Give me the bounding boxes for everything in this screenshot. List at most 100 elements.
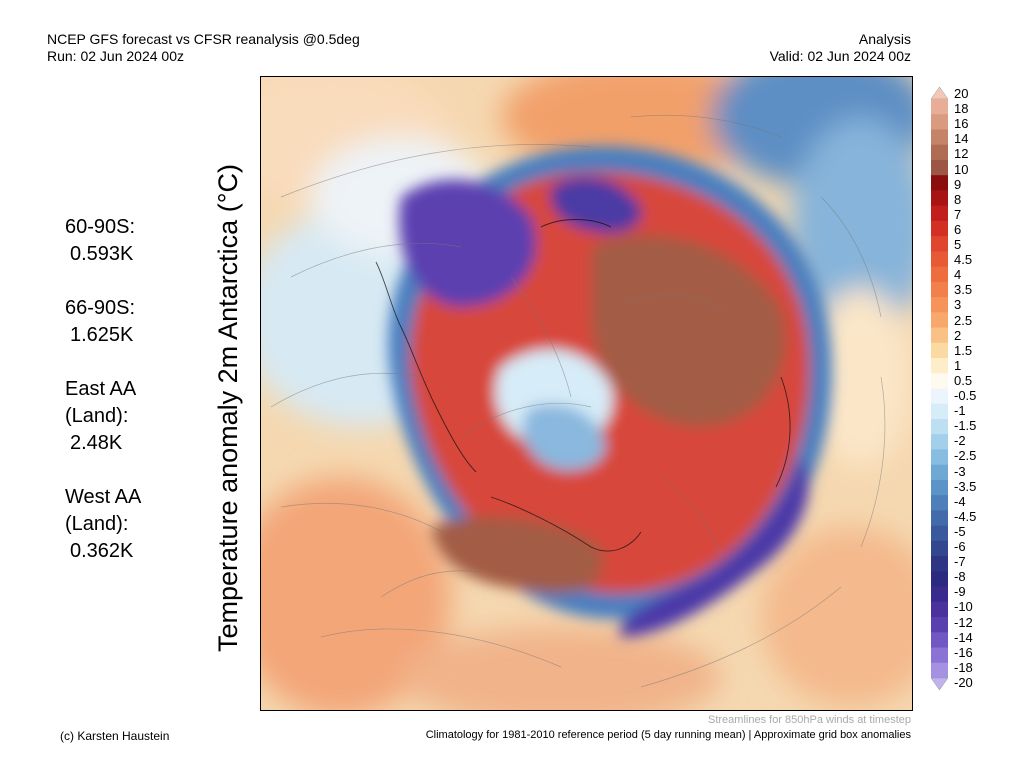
- colorbar-swatch: [931, 632, 948, 649]
- anomaly-map-image: [261, 77, 912, 710]
- colorbar-label: 14: [954, 131, 969, 147]
- stat-value: 2.48K: [70, 432, 123, 454]
- colorbar-swatch: [931, 647, 948, 664]
- colorbar-swatch: [931, 373, 948, 389]
- colorbar-label: -12: [954, 614, 973, 630]
- stat-value: 1.625K: [70, 324, 134, 346]
- stat-east-aa: East AA (Land): 2.48K: [65, 376, 165, 457]
- colorbar-swatch: [931, 403, 948, 420]
- stat-60-90s: 60-90S: 0.593K: [65, 214, 165, 268]
- colorbar-swatch: [931, 266, 948, 283]
- stat-value: 0.593K: [70, 243, 134, 265]
- stat-label: West AA (Land):: [65, 486, 141, 535]
- stat-label: 66-90S:: [65, 297, 136, 319]
- colorbar-label: 2.5: [954, 312, 973, 328]
- colorbar-label: 5: [954, 237, 962, 253]
- colorbar-label: -7: [954, 554, 966, 570]
- stat-west-aa: West AA (Land): 0.362K: [65, 484, 165, 565]
- colorbar-label: 16: [954, 116, 969, 132]
- colorbar-swatch: [931, 617, 948, 633]
- colorbar-label: 9: [954, 176, 962, 192]
- colorbar-label: -4.5: [954, 508, 977, 524]
- colorbar-swatch: [931, 236, 948, 252]
- colorbar-swatch: [931, 159, 948, 176]
- colorbar-swatch: [931, 205, 948, 222]
- valid-time: Valid: 02 Jun 2024 00z: [769, 48, 911, 64]
- map-title: NCEP GFS forecast vs CFSR reanalysis @0.…: [47, 31, 360, 65]
- y-axis-label: Temperature anomaly 2m Antarctica (°C): [213, 164, 243, 652]
- colorbar-swatch: [931, 510, 948, 527]
- colorbar-swatch: [931, 220, 948, 237]
- colorbar-bottom-arrow: [930, 677, 949, 691]
- colorbar-label: -8: [954, 569, 966, 585]
- colorbar-label: 6: [954, 221, 962, 237]
- colorbar-label: 4: [954, 267, 962, 283]
- title-line-1: NCEP GFS forecast vs CFSR reanalysis @0.…: [47, 31, 360, 47]
- colorbar-swatch: [931, 525, 948, 542]
- colorbar-label: 18: [954, 101, 969, 117]
- colorbar-swatch: [931, 434, 948, 450]
- colorbar-label: 4.5: [954, 252, 973, 268]
- colorbar-label: -3.5: [954, 478, 977, 494]
- credit: (c) Karsten Haustein: [60, 729, 170, 743]
- colorbar-label: -4: [954, 493, 966, 509]
- stat-value: 0.362K: [70, 540, 134, 562]
- colorbar-label: 7: [954, 206, 962, 222]
- colorbar-swatch: [931, 297, 948, 313]
- climatology-note: Climatology for 1981-2010 reference peri…: [425, 729, 911, 741]
- colorbar-label: -6: [954, 539, 966, 555]
- stat-66-90s: 66-90S: 1.625K: [65, 295, 165, 349]
- colorbar-label: -3: [954, 463, 966, 479]
- colorbar-swatch: [931, 281, 948, 298]
- colorbar-swatch: [931, 586, 948, 603]
- colorbar-label: -20: [954, 675, 973, 690]
- colorbar-swatch: [931, 601, 948, 618]
- colorbar-label: 20: [954, 86, 969, 101]
- colorbar-label: 1.5: [954, 342, 973, 358]
- colorbar-swatch: [931, 144, 948, 161]
- stat-label: 60-90S:: [65, 216, 136, 238]
- colorbar-label: -9: [954, 584, 966, 600]
- colorbar-swatch: [931, 662, 948, 679]
- colorbar-label: 3: [954, 297, 962, 313]
- colorbar-swatches: [930, 86, 949, 691]
- colorbar-swatch: [931, 495, 948, 511]
- colorbar-swatch: [931, 388, 948, 405]
- colorbar-label: 3.5: [954, 282, 973, 298]
- colorbar-swatch: [931, 449, 948, 466]
- colorbar-swatch: [931, 129, 948, 146]
- colorbar-label: -1: [954, 403, 966, 419]
- stat-label: East AA (Land):: [65, 378, 136, 427]
- colorbar-swatch: [931, 312, 948, 329]
- colorbar-swatch: [931, 190, 948, 207]
- colorbar-swatch: [931, 99, 948, 115]
- colorbar-label: -5: [954, 523, 966, 539]
- colorbar-labels: 20 18 16 14 12 10 9 8 7 6 5 4.5 4 3.5 3 2.5 2 1.5 1 0.5 -0.5…: [954, 87, 1014, 690]
- colorbar-label: -14: [954, 629, 973, 645]
- colorbar-swatch: [931, 342, 948, 359]
- colorbar-top-arrow: [930, 86, 949, 100]
- colorbar-label: 12: [954, 146, 969, 162]
- analysis-label: Analysis: [858, 31, 911, 47]
- valid-info: Analysis Valid: 02 Jun 2024 00z: [770, 31, 911, 65]
- colorbar-label: -2: [954, 433, 966, 449]
- colorbar-label: -10: [954, 599, 973, 615]
- colorbar-swatch: [931, 571, 948, 588]
- colorbar-swatch: [931, 251, 948, 268]
- colorbar-label: 1: [954, 357, 962, 373]
- colorbar-swatch: [931, 175, 948, 191]
- colorbar-swatch: [931, 540, 948, 557]
- streamline-note: Streamlines for 850hPa winds at timestep: [708, 714, 911, 726]
- colorbar-label: -18: [954, 659, 973, 675]
- regional-stats: 60-90S: 0.593K 66-90S: 1.625K East AA (L…: [65, 214, 165, 592]
- colorbar-swatch: [931, 418, 948, 435]
- anomaly-map: [260, 76, 913, 711]
- colorbar-swatch: [931, 479, 948, 496]
- run-time: Run: 02 Jun 2024 00z: [47, 48, 184, 64]
- colorbar-swatch: [931, 114, 948, 130]
- colorbar-label: -1.5: [954, 418, 977, 434]
- colorbar-swatch: [931, 556, 948, 572]
- colorbar: [930, 86, 949, 691]
- colorbar-label: 2: [954, 327, 962, 343]
- colorbar-label: 0.5: [954, 372, 973, 388]
